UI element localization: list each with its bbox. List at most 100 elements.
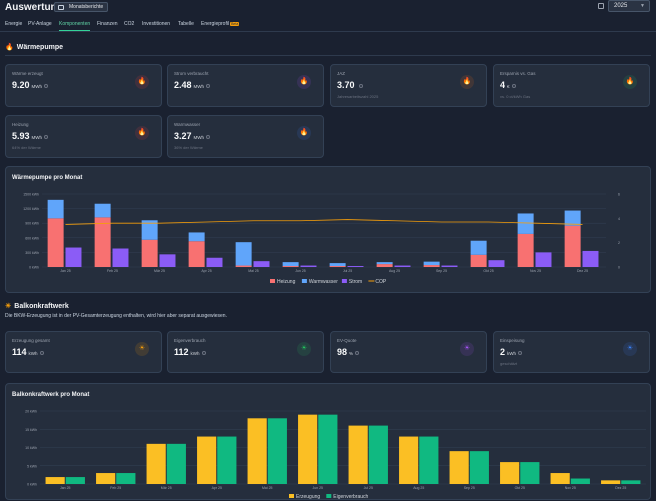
info-icon[interactable] [44,134,49,139]
info-icon[interactable] [511,83,516,88]
flame-icon: 🔥 [297,126,311,140]
tab-tabelle[interactable]: Tabelle [178,21,194,27]
bar-strom [582,250,599,267]
info-icon[interactable] [201,350,206,355]
info-icon[interactable] [206,83,211,88]
tab-investitionen[interactable]: Investitionen [142,21,171,27]
x-tick-label: Aug 25 [389,269,400,273]
info-icon[interactable] [206,134,211,139]
kpi-label: Eigenverbrauch [174,338,206,343]
kpi-card: Heizung 5.93 MWh 64% der Wärme 🔥 [5,115,162,158]
bar-erzeugung [146,443,166,484]
kpi-value-row: 9.20 MWh [12,80,49,90]
monthly-reports-button[interactable]: Monatsberichte [54,2,109,12]
tab-finanzen[interactable]: Finanzen [97,21,118,27]
y-tick-label: 1200 kWh [23,207,39,211]
bar-heizung [282,266,299,267]
kpi-value: 98 [337,347,348,357]
kpi-label: Warmwasser [174,122,201,127]
tab-komponenten[interactable]: Komponenten [59,21,91,31]
bar-warmwasser [94,203,111,218]
kpi-card: Strom verbraucht 2.48 MWh 🔥 [167,64,324,107]
kpi-value-row: 98% [337,347,360,357]
bar-strom [253,261,270,267]
x-tick-label: Nov 25 [530,269,541,273]
balkon-chart-title: Balkonkraftwerk pro Monat [12,392,90,398]
balkon-chart-panel: Balkonkraftwerk pro Monat 0 kWh 5 kWh 10 k… [5,383,651,500]
bar-eigenverbrauch [621,480,641,484]
bar-warmwasser [470,240,487,255]
calendar-icon [598,3,604,9]
info-icon[interactable] [518,350,523,355]
x-tick-label: Okt 25 [483,269,493,273]
y-tick-label: 15 kWh [25,428,37,432]
bar-eigenverbrauch [368,425,388,484]
tab-energie[interactable]: Energie [5,21,23,27]
bar-heizung [517,233,534,267]
kpi-label: Wärme erzeugt [12,71,43,76]
kpi-label: JAZ [337,71,346,76]
kpi-value: 4 [500,80,506,90]
chevron-down-icon: ▼ [640,3,645,9]
kpi-unit: MWh [193,135,205,140]
year-select[interactable]: 2025 ▼ [608,0,650,12]
kpi-value: 3.70 [337,80,355,90]
bar-warmwasser [564,210,581,226]
y2-tick-label: 2 [618,241,620,245]
legend-label: Strom [349,279,362,285]
info-icon[interactable] [358,83,363,88]
legend-label: Warmwasser [309,279,338,285]
bar-warmwasser [517,213,534,234]
bar-warmwasser [329,263,346,267]
bar-strom [535,252,552,267]
info-icon[interactable] [355,350,360,355]
heatpump-chart: 0 kWh 300 kWh 600 kWh 900 kWh 1200 kWh 1500 k… [23,193,620,285]
bar-erzeugung [348,425,368,484]
kpi-label: Erzeugung gesamt [12,338,50,343]
bar-eigenverbrauch [318,414,338,484]
sun-icon: ☀ [5,303,12,310]
monthly-reports-label: Monatsberichte [69,4,104,10]
flame-icon: 🔥 [135,126,149,140]
kpi-value: 112 [174,347,189,357]
tab-energieprofil[interactable]: Energieprofil Beta [201,21,240,27]
kpi-subtext: 36% der Wärme [174,145,203,150]
bar-warmwasser [141,220,158,240]
y2-tick-label: 4 [618,217,620,221]
sun-icon: ☀ [623,342,637,356]
bar-erzeugung [247,418,267,484]
legend-swatch [289,494,294,498]
info-icon[interactable] [39,350,44,355]
y-tick-label: 5 kWh [27,464,37,468]
bar-erzeugung [550,473,570,484]
y-tick-label: 0 kWh [29,266,39,270]
kpi-subtext: vs. 0 ct/kWh Gas [500,94,531,99]
x-tick-label: Jun 25 [312,486,323,490]
x-tick-label: Jul 25 [343,269,352,273]
year-value: 2025 [614,3,628,9]
kpi-unit: kWh [190,351,200,356]
bar-erzeugung [399,436,419,484]
bar-heizung [94,217,111,267]
info-icon[interactable] [44,83,49,88]
bar-warmwasser [188,232,205,242]
bar-strom [300,265,317,267]
kpi-unit: % [349,351,354,356]
kpi-label: Strom verbraucht [174,71,209,76]
sun-icon: ☀ [135,342,149,356]
tab-co2[interactable]: CO2 [124,21,135,27]
kpi-value: 3.27 [174,131,192,141]
y2-tick-label: 6 [618,193,620,197]
kpi-subtext: geschätzt [500,361,518,366]
kpi-value-row: 5.93 MWh [12,131,49,141]
kpi-label: Heizung [12,122,29,127]
bar-warmwasser [423,261,440,266]
kpi-unit: MWh [31,135,43,140]
tab-pv-anlage[interactable]: PV-Anlage [28,21,52,27]
x-tick-label: Aug 25 [413,486,424,490]
legend-label: COP [375,279,387,285]
bar-eigenverbrauch [217,436,237,484]
bar-strom [159,254,176,267]
bar-strom [112,248,129,267]
heatpump-section-label: Wärmepumpe [16,44,64,51]
